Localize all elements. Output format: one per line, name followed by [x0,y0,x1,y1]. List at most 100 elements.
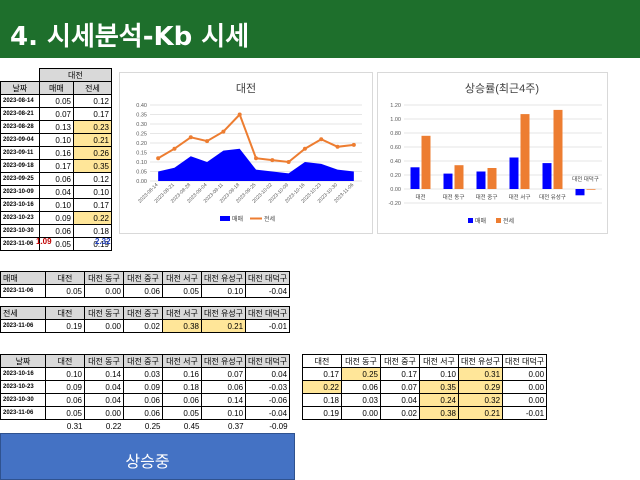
value-cell: 0.16 [162,367,202,381]
y-tick-label: 0.20 [136,141,147,147]
sale-bar [410,167,420,189]
date-cell: 2023-08-14 [0,94,40,108]
value-cell: 0.17 [380,367,420,381]
legend-sale-swatch [220,216,230,221]
value-cell: 0.25 [341,367,381,381]
value-cell: 0.06 [123,284,163,298]
sale-bar [476,171,486,189]
table-row: 0.17 0.25 0.17 0.10 0.31 0.00 [302,367,548,381]
y-tick-label: 0.00 [136,179,147,185]
y-tick-label: 0.05 [136,170,147,176]
y-tick-label: 0.30 [136,122,147,128]
date-cell: 2023-10-16 [0,198,40,212]
legend-sale-swatch [468,218,473,223]
table-row: 2023-09-25 0.06 0.12 [0,172,112,186]
table-row: 2023-10-16 0.10 0.17 [0,198,112,212]
value-cell: 0.18 [162,380,202,394]
value-cell: -0.06 [245,393,291,407]
value-cell: -0.04 [245,284,291,298]
table-row: 2023-11-06 0.05 0.00 0.06 0.05 0.10 -0.04 [0,406,291,420]
jeonse-cell: 0.10 [73,185,112,199]
region-header: 대전 [38,68,113,82]
jeonse-point [302,146,307,151]
value-cell: 0.03 [341,393,381,407]
district-jeonse-table: 대전 대전 동구 대전 중구 대전 서구 대전 유성구 대전 대덕구 0.17 0.25 0.1… [302,354,548,420]
value-cell: 0.00 [84,406,124,420]
date-cell: 2023-09-18 [0,159,40,173]
sum-cell: 0.37 [227,421,244,431]
table-row: 2023-10-30 0.06 0.04 0.06 0.06 0.14 -0.06 [0,393,291,407]
summary-label: 전세 [0,306,46,320]
date-cell: 2023-09-04 [0,133,40,147]
value-cell: 0.19 [45,319,85,333]
table-row: 2023-11-06 0.05 0.19 [0,237,112,251]
x-tick-label: 대전 동구 [443,193,465,201]
table-row: 0.19 0.00 0.02 0.38 0.21 -0.01 [302,406,548,420]
slide-header: 4. 시세분석-Kb 시세 [0,0,640,58]
table-row: 2023-08-21 0.07 0.17 [0,107,112,121]
sum-cell: 0.45 [183,421,200,431]
value-cell: 0.07 [380,380,420,394]
jeonse-cell: 0.26 [73,146,112,160]
date-cell: 2023-08-28 [0,120,40,134]
sale-cell: 0.10 [38,133,75,147]
jeonse-line-series [157,112,354,164]
table-header-row: 매매 대전 대전 동구 대전 중구 대전 서구 대전 유성구 대전 대덕구 [0,271,291,285]
column-header: 대전 대덕구 [502,354,548,368]
value-cell: 0.02 [380,406,420,420]
date-cell: 2023-10-09 [0,185,40,199]
value-cell: 0.06 [45,393,85,407]
growth-bar-svg: 상승률(최근4주) 1.20 1.00 0.80 0.60 0.40 0.20 0.00 -0… [388,82,602,225]
district-weekly-table: 날짜 대전 대전 동구 대전 중구 대전 서구 대전 유성구 대전 대덕구 2023-10-1… [0,354,291,444]
legend-jeonse-label: 전세 [503,217,514,225]
sale-cell: 0.13 [38,120,75,134]
jeonse-bar [553,109,563,189]
value-cell: 0.10 [200,406,247,420]
date-cell: 2023-10-30 [0,393,46,407]
district-header: 대전 서구 [162,306,202,320]
district-header: 대전 동구 [84,271,124,285]
col-header-date: 날짜 [0,81,40,95]
district-header: 대전 중구 [123,306,163,320]
value-cell: 0.00 [84,284,124,298]
jeonse-bar [454,165,464,189]
value-cell: 0.29 [457,380,504,394]
district-header: 대전 동구 [84,306,124,320]
status-banner[interactable]: 상승중 [0,433,295,480]
table-row: 2023-09-11 0.16 0.26 [0,146,112,160]
daejeon-trend-svg: 대전 0.000.050.100.150.200.250.300.350.402… [136,82,362,223]
status-banner-label: 상승중 [125,452,170,471]
y-tick-label: 0.80 [390,131,401,137]
total-sale: 1.09 [36,237,52,246]
jeonse-point [335,144,340,149]
sale-cell: 0.16 [38,146,75,160]
summary-label: 매매 [0,271,46,285]
value-cell: 0.00 [341,406,381,420]
date-cell: 2023-11-06 [0,319,46,333]
district-header: 대전 유성구 [200,271,247,285]
jeonse-point [254,156,258,161]
y-tick-label: 0.40 [136,103,147,109]
column-header: 대전 대덕구 [245,354,291,368]
district-header: 대전 [45,306,85,320]
value-cell: 0.09 [45,380,85,394]
value-cell: 0.04 [380,393,420,407]
value-cell: 0.19 [302,406,342,420]
date-cell: 2023-10-30 [0,224,40,238]
jeonse-cell: 0.23 [73,120,112,134]
value-cell: 0.07 [200,367,247,381]
district-header: 대전 대덕구 [245,271,291,285]
y-tick-label: 0.25 [136,132,147,138]
value-cell: 0.06 [341,380,381,394]
y-tick-label: 0.15 [136,151,147,157]
date-cell: 2023-09-25 [0,172,40,186]
total-jeonse: 2.32 [95,237,111,246]
value-cell: -0.04 [245,406,291,420]
y-tick-label: 1.20 [390,103,401,109]
jeonse-bar [586,189,596,190]
sale-cell: 0.10 [38,198,75,212]
value-cell: 0.10 [200,284,247,298]
value-cell: 0.14 [84,367,124,381]
sum-cell: 0.25 [144,421,161,431]
table-header-row: 전세 대전 대전 동구 대전 중구 대전 서구 대전 유성구 대전 대덕구 [0,306,291,320]
